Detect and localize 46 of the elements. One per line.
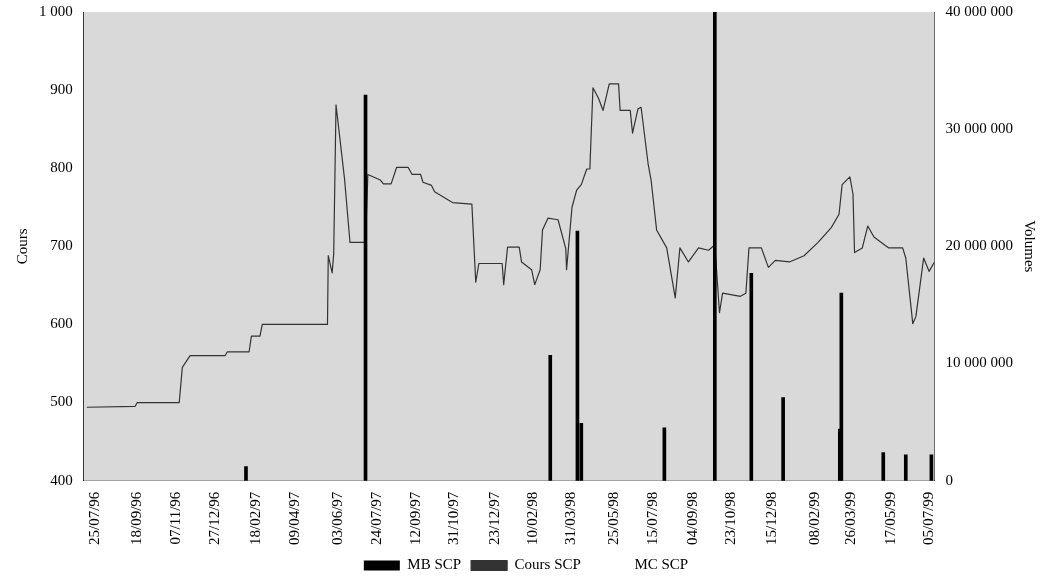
x-tick-label: 15/12/98	[763, 491, 780, 546]
x-tick-label: 18/02/97	[247, 491, 264, 546]
x-tick-label: 12/09/97	[406, 491, 423, 546]
x-tick-label: 07/11/96	[167, 491, 184, 545]
x-tick-label: 04/09/98	[684, 491, 701, 546]
y2-tick-label: 0	[945, 471, 953, 488]
x-tick-label: 09/04/97	[285, 491, 302, 546]
y-tick-label: 1 000	[39, 2, 73, 19]
y-axis-title: Cours	[13, 228, 30, 265]
bar	[881, 452, 886, 481]
bar	[244, 466, 248, 481]
x-tick-label: 17/05/99	[881, 491, 898, 546]
x-tick-label: 08/02/99	[805, 491, 822, 546]
bar	[749, 272, 754, 481]
x-tick-label: 15/07/98	[644, 491, 661, 546]
bar	[713, 12, 717, 481]
x-tick-label: 31/10/97	[444, 491, 461, 546]
y-tick-label: 400	[50, 471, 73, 488]
y-tick-label: 800	[50, 159, 73, 176]
x-tick-label: 03/06/97	[328, 491, 345, 546]
y-tick-label: 500	[50, 393, 73, 410]
y2-tick-label: 30 000 000	[945, 120, 1013, 137]
x-tick-label: 25/07/96	[85, 491, 102, 546]
y-tick-label: 700	[50, 237, 73, 254]
y-tick-label: 600	[50, 315, 73, 332]
bar	[781, 397, 785, 481]
y2-tick-label: 40 000 000	[945, 2, 1013, 19]
y2-tick-label: 10 000 000	[945, 354, 1013, 371]
x-tick-label: 31/03/98	[562, 491, 579, 546]
x-tick-label: 26/03/99	[841, 491, 858, 546]
legend-label: MB SCP	[407, 556, 462, 573]
x-tick-label: 23/10/98	[722, 491, 739, 546]
x-tick-label: 25/05/98	[604, 491, 621, 546]
y2-axis-title: Volumes	[1022, 220, 1039, 273]
legend-label: Cours SCP	[514, 556, 581, 573]
x-tick-label: 10/02/98	[524, 491, 541, 546]
x-tick-label: 23/12/97	[486, 491, 503, 546]
x-tick-label: 05/07/99	[920, 491, 936, 546]
x-tick-label: 18/09/96	[128, 491, 145, 546]
x-tick-label: 24/07/97	[368, 491, 385, 546]
bar	[548, 354, 553, 481]
text: MC SCP	[634, 556, 689, 573]
x-tick-label: 27/12/96	[205, 491, 222, 546]
y-tick-label: 900	[50, 81, 73, 98]
bar	[903, 454, 908, 481]
y2-tick-label: 20 000 000	[945, 237, 1013, 254]
